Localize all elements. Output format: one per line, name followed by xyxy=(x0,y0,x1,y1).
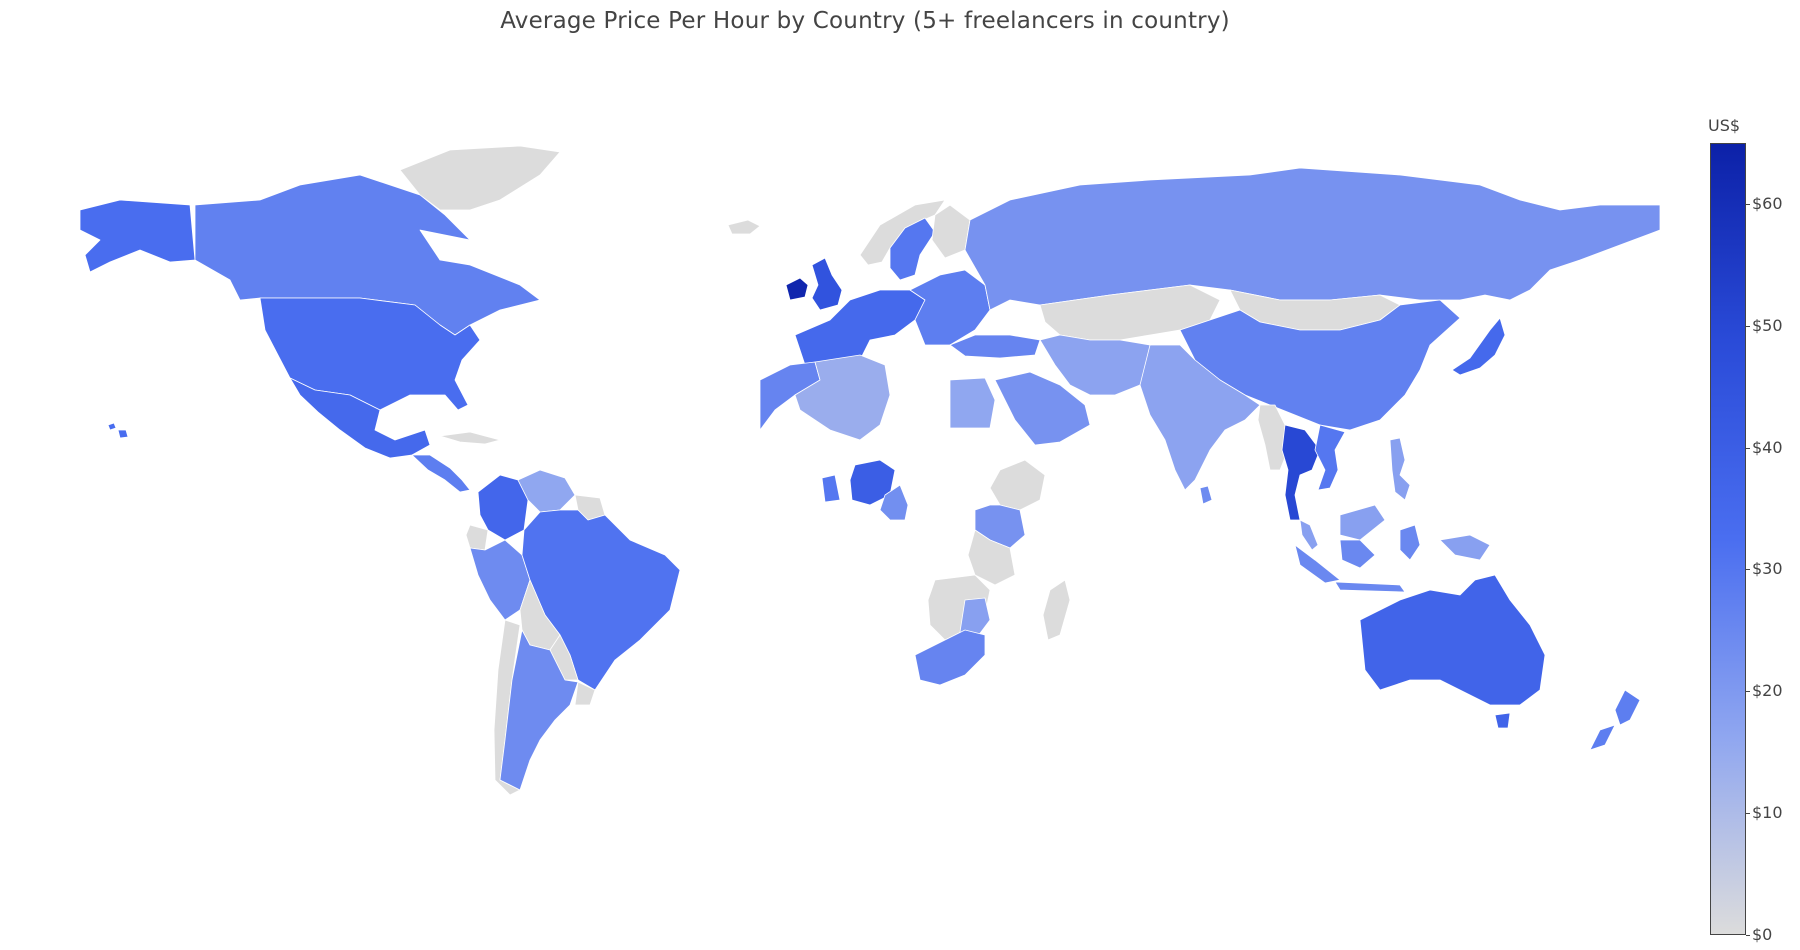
region-australia xyxy=(1359,574,1546,706)
region-finland xyxy=(931,204,971,259)
region-cameroon xyxy=(879,484,909,521)
region-sweden xyxy=(889,217,936,281)
region-algeria xyxy=(794,354,891,441)
colorbar-tick-label: $40 xyxy=(1746,437,1783,457)
region-south-africa xyxy=(914,629,986,686)
colorbar-tick-label: $10 xyxy=(1746,803,1783,823)
region-tasmania xyxy=(1494,712,1511,729)
region-alaska xyxy=(79,199,196,273)
region-vietnam xyxy=(1314,424,1346,491)
region-eastern-europe xyxy=(909,269,991,346)
colorbar-tick-label: $20 xyxy=(1746,681,1783,701)
region-cuba xyxy=(439,431,501,445)
region-west-africa xyxy=(821,474,841,503)
map-title: Average Price Per Hour by Country (5+ fr… xyxy=(500,8,1230,34)
region-myanmar xyxy=(1257,404,1289,471)
region-ecuador xyxy=(465,524,489,551)
region-uruguay xyxy=(574,681,596,706)
colorbar-tick-label: $60 xyxy=(1746,193,1783,213)
colorbar-tick-label: $50 xyxy=(1746,315,1783,335)
region-india xyxy=(1139,344,1261,491)
region-saudi-arabia xyxy=(994,371,1091,446)
region-new-zealand xyxy=(1589,689,1641,751)
world-map xyxy=(79,145,1661,796)
region-sri-lanka xyxy=(1199,485,1213,505)
colorbar-title: US$ xyxy=(1708,116,1741,135)
region-ireland xyxy=(785,277,809,301)
region-japan xyxy=(1451,317,1506,376)
region-venezuela xyxy=(517,469,576,513)
colorbar-tick-label: $30 xyxy=(1746,559,1783,579)
region-thailand xyxy=(1281,424,1321,521)
region-ethiopia xyxy=(989,459,1046,511)
region-mexico xyxy=(289,377,431,459)
region-indonesia xyxy=(1294,524,1421,593)
region-hawaii xyxy=(107,422,129,439)
region-egypt xyxy=(949,377,996,429)
region-canada xyxy=(194,174,541,336)
region-central-america xyxy=(411,454,471,493)
region-tanzania xyxy=(967,529,1016,586)
region-malaysia xyxy=(1299,504,1386,551)
region-china xyxy=(1179,299,1461,431)
region-papua xyxy=(1439,534,1491,561)
region-mozambique xyxy=(959,597,991,641)
region-uk xyxy=(811,257,843,311)
region-iceland xyxy=(727,219,761,235)
colorbar-gradient xyxy=(1710,143,1746,935)
colorbar-tick-label: $0 xyxy=(1745,925,1773,944)
region-russia xyxy=(964,167,1661,311)
region-madagascar xyxy=(1042,579,1071,641)
region-nigeria xyxy=(849,459,896,506)
region-philippines xyxy=(1389,437,1411,501)
region-argentina xyxy=(499,629,579,791)
region-turkey xyxy=(949,334,1041,359)
